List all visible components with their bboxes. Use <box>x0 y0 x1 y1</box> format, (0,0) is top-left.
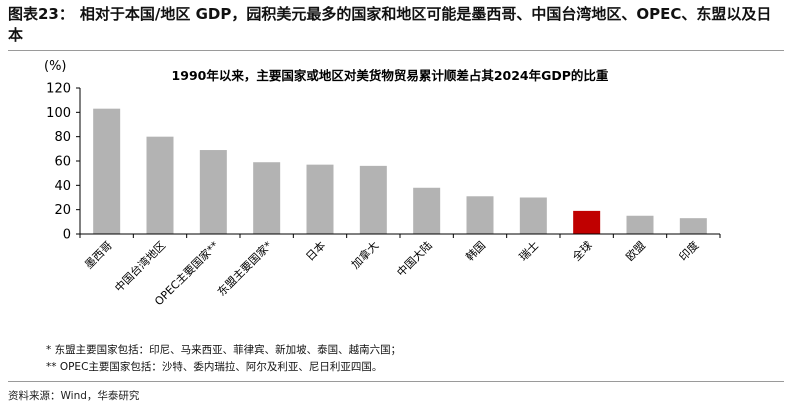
x-category-label: 全球 <box>569 238 594 263</box>
bars <box>93 108 707 234</box>
x-category-label: 瑞士 <box>516 238 541 263</box>
y-tick-label: 40 <box>54 179 71 194</box>
chart-title: 1990年以来，主要国家或地区对美货物贸易累计顺差占其2024年GDP的比重 <box>172 68 609 83</box>
bar <box>466 196 494 234</box>
x-category-label: 东盟主要国家* <box>214 238 275 299</box>
note-asean: * 东盟主要国家包括：印尼、马来西亚、菲律宾、新加坡、泰国、越南六国； <box>46 344 402 356</box>
bar-chart: (%) 1990年以来，主要国家或地区对美货物贸易累计顺差占其2024年GDP的… <box>44 59 721 308</box>
bar <box>679 218 707 234</box>
y-tick-label: 80 <box>54 130 71 145</box>
bar <box>573 210 601 234</box>
y-tick-label: 60 <box>54 155 71 170</box>
y-axis-unit-label: (%) <box>44 59 67 74</box>
bar <box>359 165 387 234</box>
x-category-label: 中国大陆 <box>394 238 435 279</box>
x-category-label: 印度 <box>676 238 701 263</box>
x-axis: 墨西哥中国台湾地区OPEC主要国家**东盟主要国家* 日本 加拿大 中国大陆 韩国 瑞士全… <box>79 233 721 308</box>
y-tick-label: 20 <box>54 203 71 218</box>
top-rule <box>8 50 784 51</box>
bar <box>146 136 174 234</box>
x-category-label: 中国台湾地区 <box>112 238 169 295</box>
note-opec: ** OPEC主要国家包括：沙特、委内瑞拉、阿尔及利亚、尼日利亚四国。 <box>46 361 383 373</box>
figure-heading: 图表23： 相对于本国/地区 GDP，园积美元最多的国家和地区可能是墨西哥、中国台… <box>8 4 784 46</box>
source-note: 资料来源：Wind，华泰研究 <box>8 390 140 402</box>
y-tick-label: 120 <box>46 82 71 97</box>
x-category-label: 加拿大 <box>348 238 381 271</box>
bar <box>93 108 121 234</box>
x-category-label: 日本 <box>303 238 328 263</box>
x-category-label: 韩国 <box>463 238 488 263</box>
bar <box>519 197 547 234</box>
figure-title: 相对于本国/地区 GDP，园积美元最多的国家和地区可能是墨西哥、中国台湾地区、O… <box>8 5 772 44</box>
x-category-label: 墨西哥 <box>82 239 115 272</box>
bar <box>253 162 281 234</box>
bar <box>626 215 654 234</box>
y-tick-label: 0 <box>63 228 71 243</box>
bar <box>199 150 227 234</box>
bottom-rule <box>8 381 784 382</box>
bar <box>306 164 334 234</box>
notes: * 东盟主要国家包括：印尼、马来西亚、菲律宾、新加坡、泰国、越南六国； ** O… <box>46 342 401 376</box>
bar <box>413 187 441 234</box>
x-category-label: 欧盟 <box>623 239 648 264</box>
y-axis: 0 20 40 60 80 100 120 <box>46 82 81 243</box>
figure-label: 图表23： <box>8 5 74 23</box>
y-tick-label: 100 <box>46 106 71 121</box>
